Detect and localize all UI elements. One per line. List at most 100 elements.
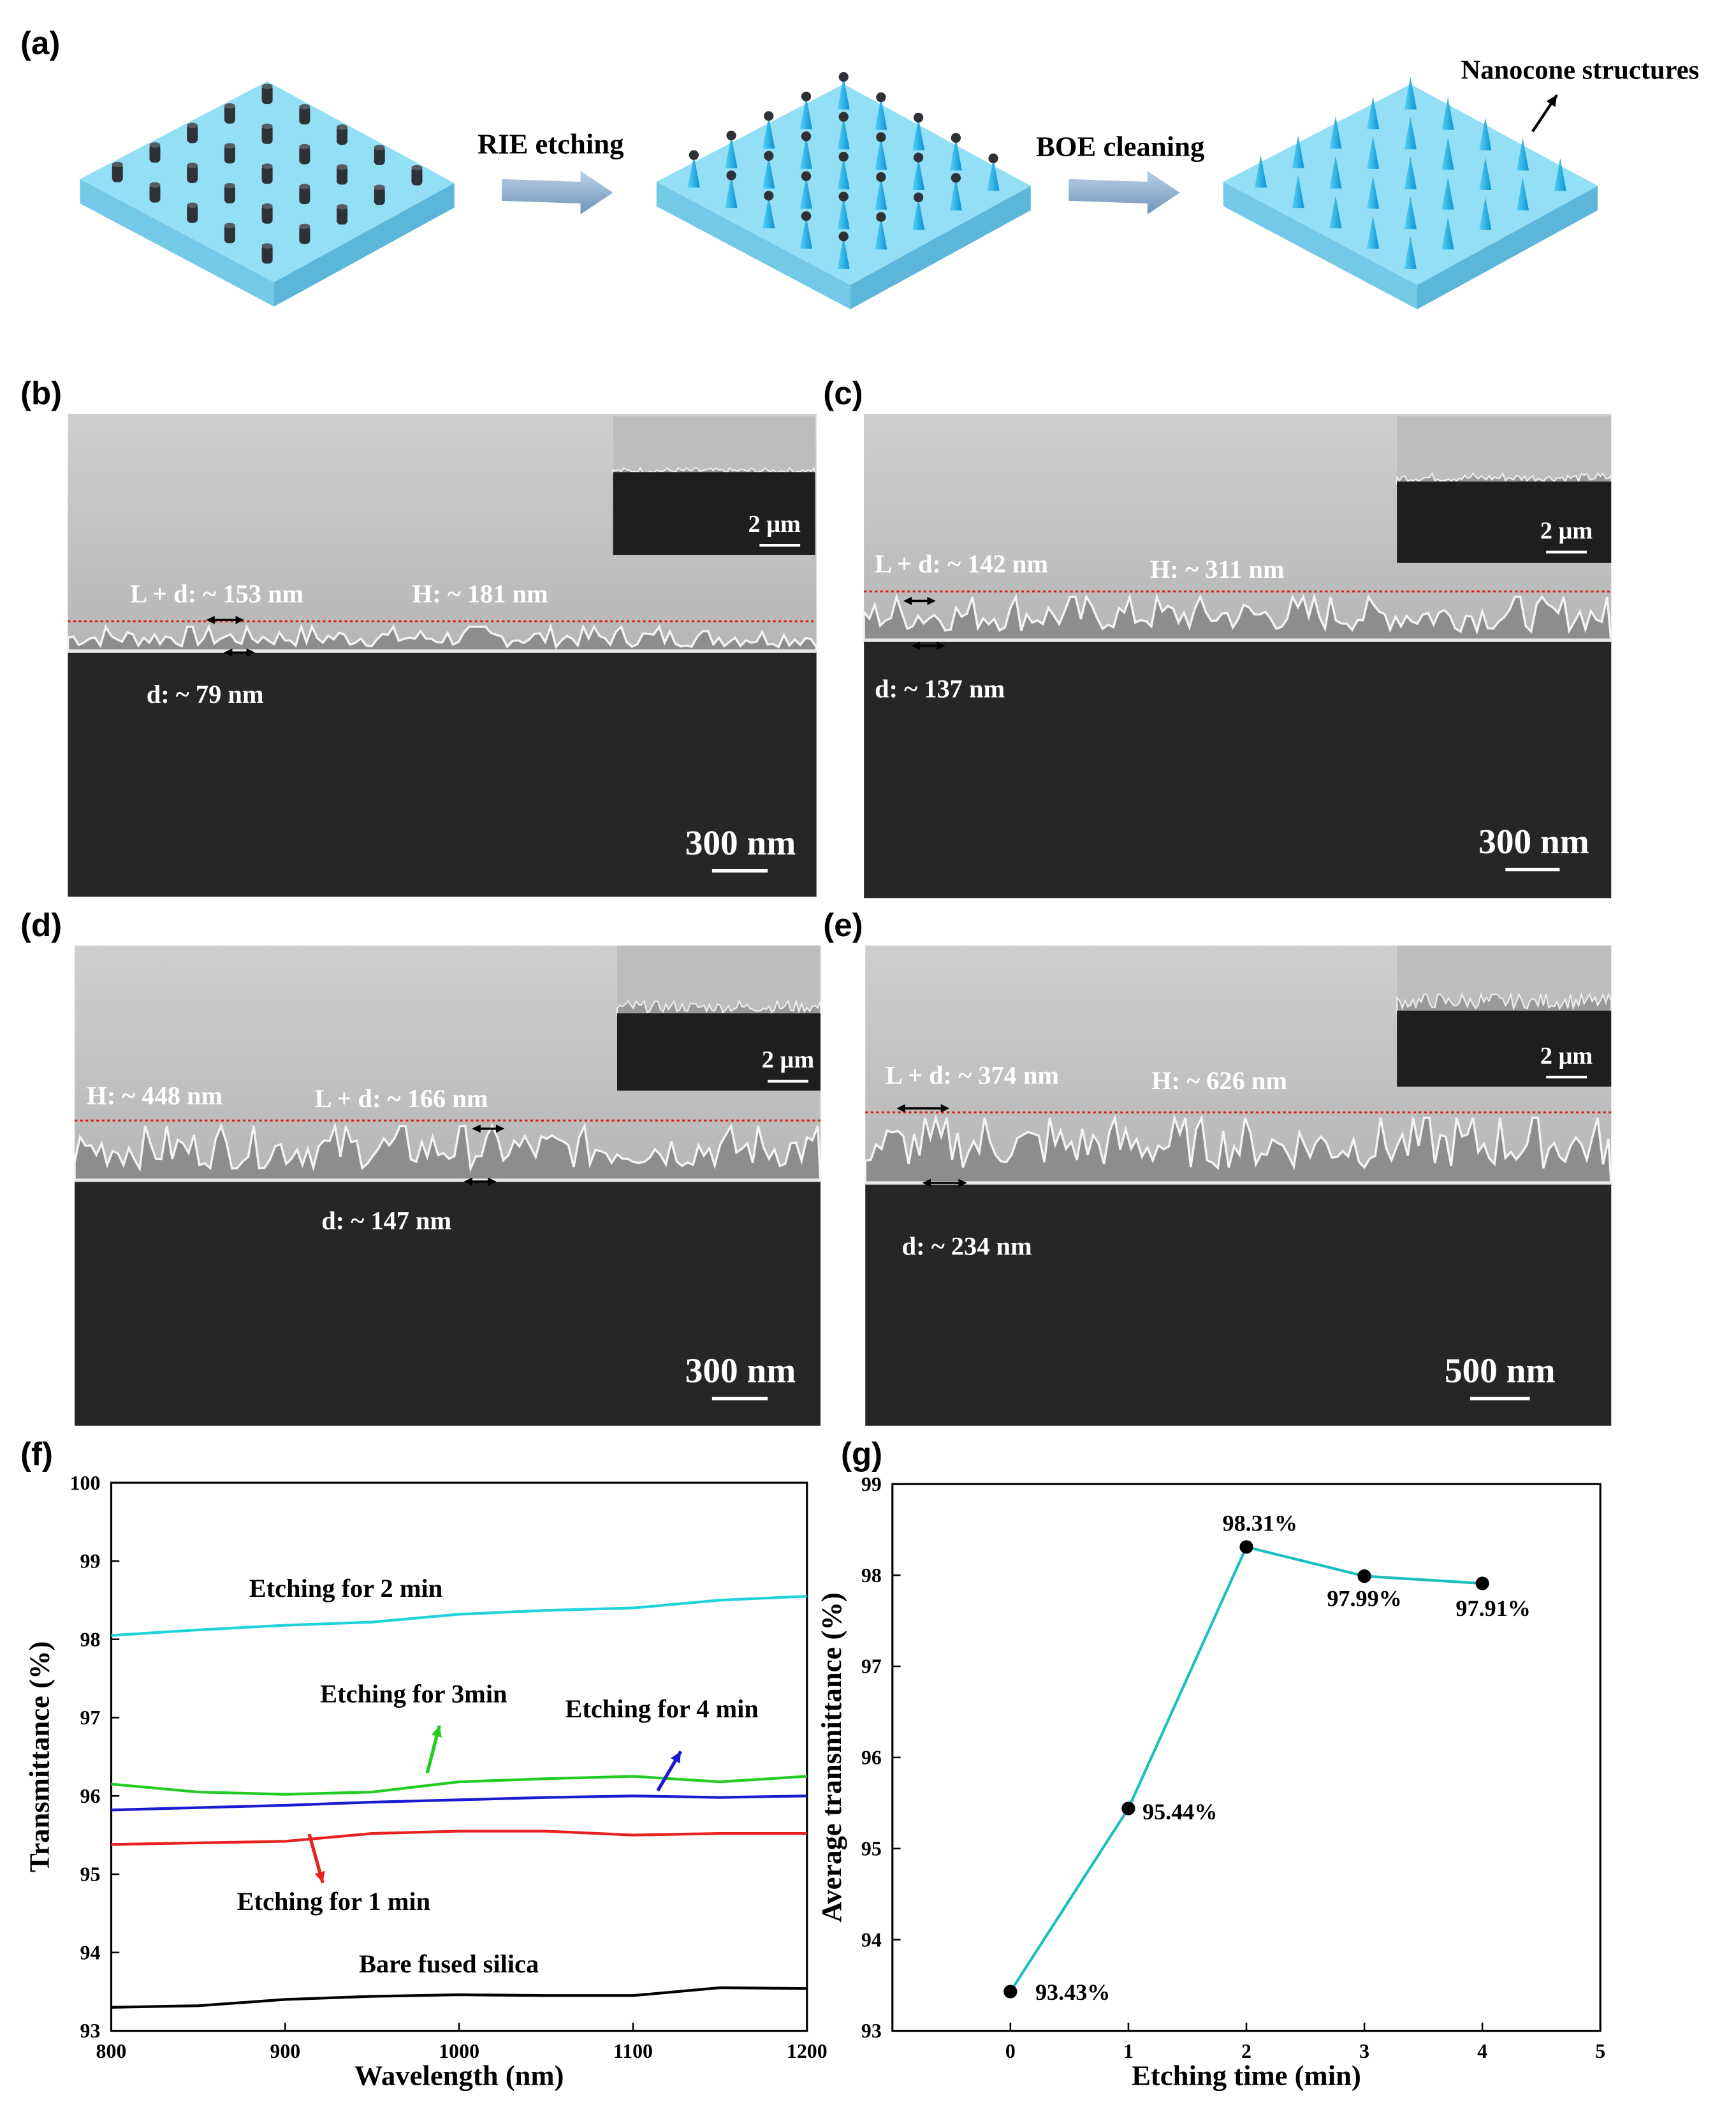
nanocone (1404, 156, 1417, 189)
arrow-head (206, 615, 215, 624)
arrow-head (495, 1124, 505, 1133)
mask-cap (801, 171, 812, 181)
y-tick-label: 98 (861, 1564, 882, 1587)
nanocone (1441, 97, 1454, 130)
y-axis-label: Transmittance (%) (24, 1641, 55, 1873)
nanocone (837, 77, 850, 110)
nanocone (1554, 158, 1566, 191)
dimension-label: H: ~ 626 nm (1151, 1066, 1287, 1095)
arrow-head (463, 1177, 472, 1186)
step-label: RIE etching (478, 128, 624, 159)
inset-scale-label: 2 μm (1540, 1043, 1593, 1069)
pillar (261, 244, 273, 264)
pillar-top (261, 203, 273, 209)
nanocone (1329, 115, 1342, 149)
nanocone (1292, 135, 1304, 168)
pillar (299, 185, 310, 205)
inset-substrate (613, 472, 815, 555)
y-tick-label: 94 (80, 1941, 101, 1963)
y-tick-label: 95 (80, 1863, 101, 1886)
dimension-label: d: ~ 147 nm (321, 1206, 451, 1235)
nanocone (837, 156, 850, 189)
series-line (111, 1986, 807, 2009)
nanocone (1367, 216, 1380, 249)
slab-side (656, 182, 850, 310)
series-label: Etching for 1 min (237, 1887, 430, 1916)
process-arrow (502, 171, 613, 215)
dimension-label: H: ~ 448 nm (87, 1082, 222, 1110)
mask-cap (801, 91, 812, 101)
nanocone (1254, 155, 1267, 188)
nanocone (1441, 177, 1454, 210)
x-tick-label: 1000 (439, 2040, 479, 2062)
step-label: BOE cleaning (1036, 131, 1204, 163)
x-tick-label: 800 (96, 2040, 127, 2062)
mask-cap (951, 133, 961, 143)
pillar-top (224, 182, 235, 189)
y-tick-label: 97 (80, 1706, 101, 1729)
nanocone (875, 97, 887, 130)
mask-cap (726, 170, 736, 180)
arrow-head (224, 648, 233, 657)
series-line (111, 1830, 807, 1846)
nanocone (799, 216, 813, 249)
x-tick-label: 0 (1005, 2040, 1016, 2062)
x-tick-label: 1100 (613, 2040, 653, 2062)
inset-substrate (1397, 481, 1612, 563)
nanocone (1292, 175, 1304, 209)
nanocone (987, 158, 1000, 191)
mask-cap (838, 231, 849, 242)
nanocone (1404, 77, 1417, 110)
mask-cap (764, 150, 774, 161)
value-label: 95.44% (1142, 1799, 1218, 1824)
nanocone (912, 197, 925, 230)
nanocone (799, 176, 813, 209)
value-label: 98.31% (1223, 1510, 1298, 1536)
pillar (374, 186, 385, 205)
pillar-top (224, 103, 235, 109)
dimension-label: d: ~ 137 nm (875, 674, 1005, 703)
data-point (1121, 1802, 1135, 1816)
pillar-top (337, 124, 348, 130)
nanostructure-layer (73, 1122, 822, 1184)
nanocone (837, 196, 850, 230)
pillar (299, 105, 310, 125)
y-tick-label: 93 (861, 2020, 882, 2042)
series-line (111, 1794, 807, 1812)
mask-cap (726, 130, 736, 141)
inset-top (616, 945, 821, 1014)
pillar-top (224, 143, 235, 149)
nanocone (837, 117, 850, 150)
pillar-top (337, 164, 348, 170)
inset-substrate (616, 1013, 821, 1091)
mask-cap (951, 173, 961, 183)
dimension-label: L + d: ~ 153 nm (130, 580, 303, 608)
pillar-top (187, 122, 198, 129)
pillar (261, 205, 273, 224)
pillar (337, 126, 348, 145)
x-axis-label: Etching time (min) (1132, 2060, 1361, 2092)
panel-label: (f) (20, 1435, 53, 1472)
panel-label: (a) (20, 25, 60, 61)
pillar-top (112, 161, 123, 168)
data-point (1357, 1569, 1371, 1583)
inset-scale-label: 2 μm (748, 511, 801, 538)
arrow-head (896, 1104, 905, 1113)
slab-side (274, 183, 455, 307)
nanocone (875, 217, 887, 250)
nanostructure-layer (66, 623, 818, 656)
plot-frame (110, 1481, 808, 2032)
mask-cap (838, 152, 849, 162)
series-line (111, 1775, 807, 1796)
x-tick-label: 4 (1477, 2040, 1487, 2062)
nanocone (949, 138, 962, 171)
nanocone (1441, 217, 1454, 250)
value-label: 93.43% (1035, 1979, 1111, 2005)
nanocone (1367, 176, 1380, 209)
dimension-label: H: ~ 181 nm (412, 580, 548, 608)
arrow-head (488, 1177, 497, 1186)
arrow-head (911, 642, 920, 650)
nanocone (1516, 138, 1529, 171)
y-tick-label: 95 (861, 1837, 882, 1860)
y-tick-label: 96 (861, 1747, 882, 1769)
